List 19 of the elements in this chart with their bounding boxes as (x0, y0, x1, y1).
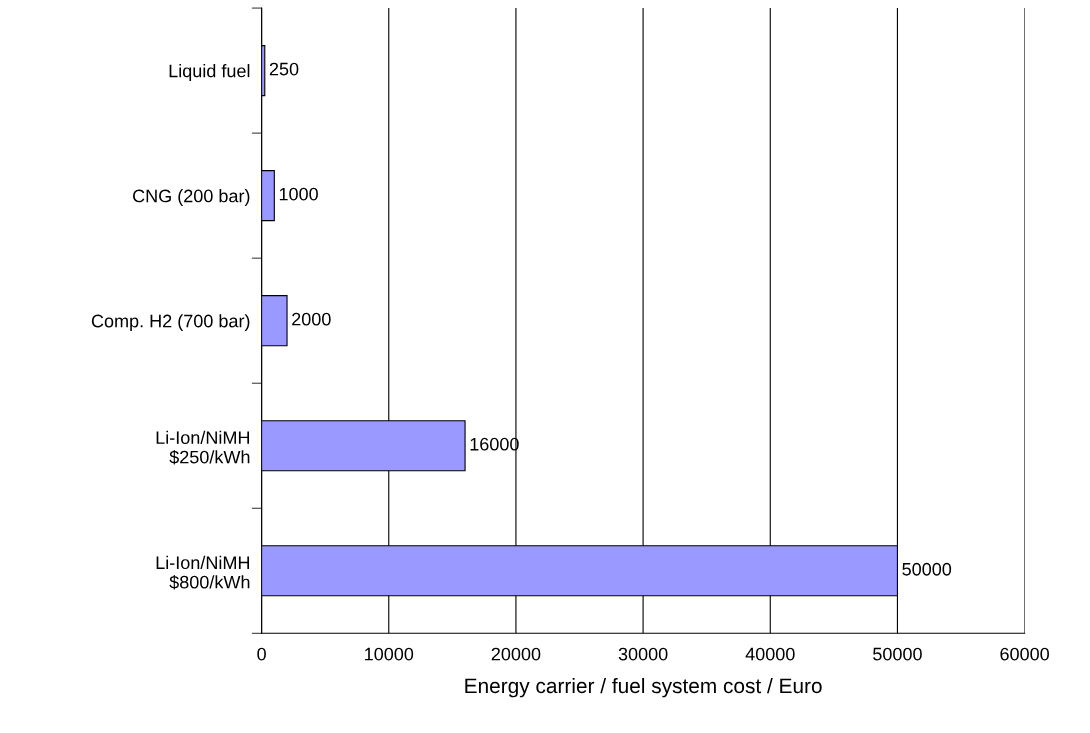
data-label: 1000 (279, 187, 318, 201)
bar (261, 295, 288, 347)
data-label: 250 (269, 62, 299, 76)
x-tick-label: 40000 (745, 647, 795, 661)
y-tick-label: Comp. H2 (700 bar) (91, 314, 250, 331)
y-tick-label: Li-Ion/NiMH $800/kWh (156, 555, 250, 590)
x-tick-label: 0 (257, 647, 266, 661)
y-tick-label: Liquid fuel (169, 64, 250, 81)
y-tick-label: Li-Ion/NiMH $250/kWh (156, 430, 250, 465)
x-tick-label: 60000 (1000, 647, 1049, 661)
data-label: 50000 (902, 562, 952, 576)
data-label: 2000 (292, 312, 331, 326)
y-tick-label: CNG (200 bar) (133, 189, 250, 206)
bar (261, 170, 275, 222)
x-tick-label: 20000 (491, 647, 541, 661)
x-axis-title: Energy carrier / fuel system cost / Euro (465, 677, 822, 698)
x-tick-label: 50000 (873, 647, 922, 661)
x-tick-label: 30000 (618, 647, 668, 661)
x-tick-label: 10000 (365, 647, 414, 661)
